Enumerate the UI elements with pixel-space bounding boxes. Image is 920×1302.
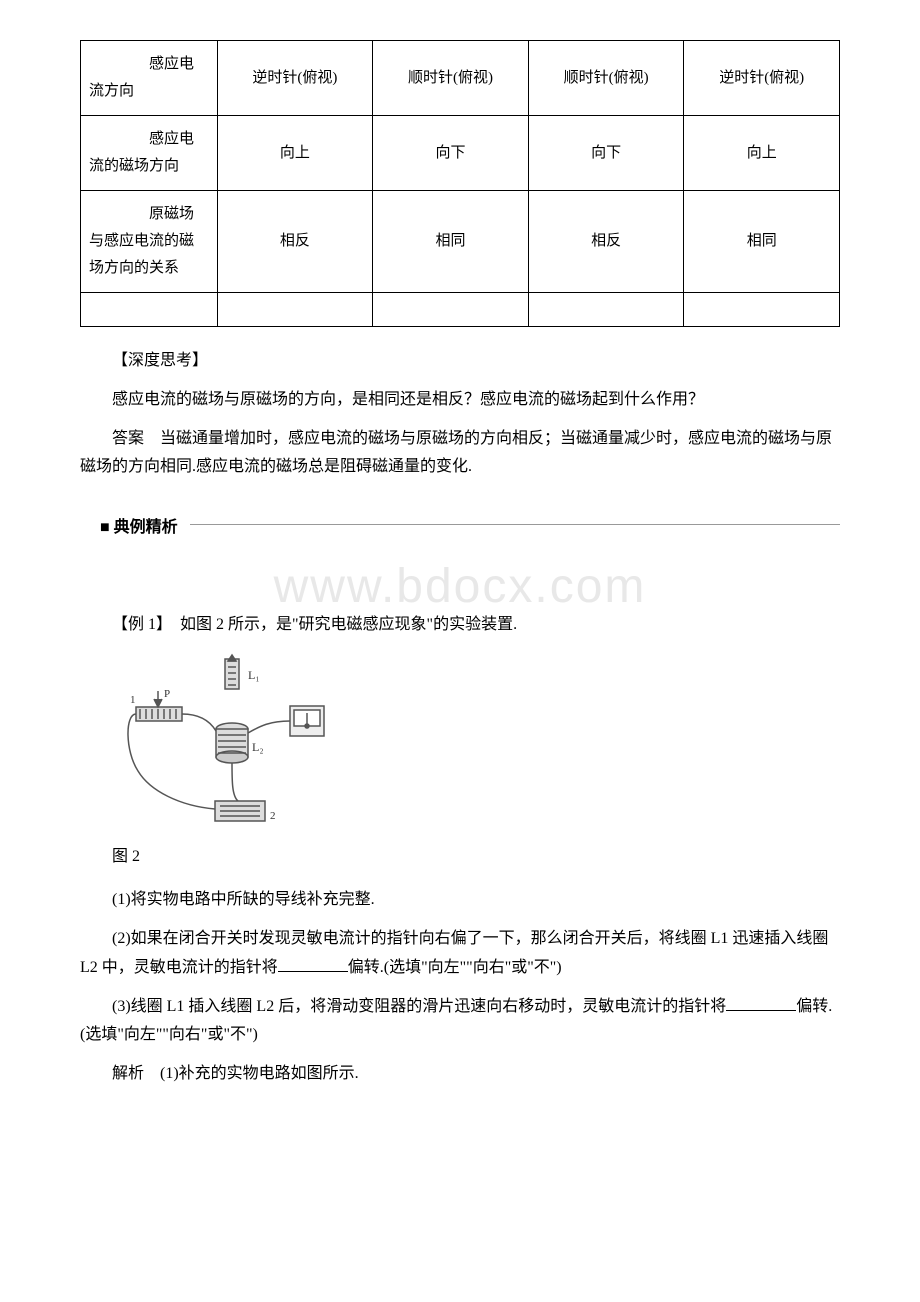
figure-2: L₁ L₂ P 1	[120, 651, 840, 831]
figure-caption: 图 2	[80, 843, 840, 872]
table-row: 感应电流的磁场方向 向上 向下 向下 向上	[81, 116, 840, 191]
solution-text: 解析 (1)补充的实物电路如图所示.	[80, 1060, 840, 1089]
table-cell: 相同	[373, 191, 529, 293]
comparison-table: 感应电流方向 逆时针(俯视) 顺时针(俯视) 顺时针(俯视) 逆时针(俯视) 感…	[80, 40, 840, 327]
table-cell	[528, 293, 684, 327]
table-cell: 向下	[373, 116, 529, 191]
svg-text:P: P	[164, 688, 170, 700]
fill-blank	[278, 956, 348, 972]
table-cell: 顺时针(俯视)	[528, 41, 684, 116]
fill-blank	[726, 995, 796, 1011]
table-cell: 顺时针(俯视)	[373, 41, 529, 116]
row-label: 感应电流的磁场方向	[81, 116, 218, 191]
table-cell: 向下	[528, 116, 684, 191]
deep-think-heading: 【深度思考】	[80, 347, 840, 376]
question-3-text-a: (3)线圈 L1 插入线圈 L2 后，将滑动变阻器的滑片迅速向右移动时，灵敏电流…	[112, 998, 726, 1015]
table-row: 原磁场与感应电流的磁场方向的关系 相反 相同 相反 相同	[81, 191, 840, 293]
table-cell: 相反	[217, 191, 373, 293]
row-label: 感应电流方向	[81, 41, 218, 116]
table-cell: 相反	[528, 191, 684, 293]
example-title: 【例 1】 如图 2 所示，是"研究电磁感应现象"的实验装置.	[80, 611, 840, 640]
table-cell: 向上	[217, 116, 373, 191]
svg-text:L₂: L₂	[252, 740, 264, 754]
deep-think-answer: 答案 当磁通量增加时，感应电流的磁场与原磁场的方向相反；当磁通量减少时，感应电流…	[80, 425, 840, 483]
svg-text:L₁: L₁	[248, 668, 260, 682]
table-row	[81, 293, 840, 327]
table-row: 感应电流方向 逆时针(俯视) 顺时针(俯视) 顺时针(俯视) 逆时针(俯视)	[81, 41, 840, 116]
table-cell: 逆时针(俯视)	[217, 41, 373, 116]
svg-text:1: 1	[130, 694, 136, 706]
table-cell	[373, 293, 529, 327]
circuit-diagram-icon: L₁ L₂ P 1	[120, 651, 350, 831]
square-bullet-icon: ■	[100, 519, 110, 536]
section-bar-line	[190, 524, 840, 525]
section-bar-label: ■ 典例精析	[100, 514, 178, 543]
question-2: (2)如果在闭合开关时发现灵敏电流计的指针向右偏了一下，那么闭合开关后，将线圈 …	[80, 925, 840, 983]
table-cell	[684, 293, 840, 327]
question-2-text-b: 偏转.(选填"向左""向右"或"不")	[348, 959, 562, 976]
deep-think-question: 感应电流的磁场与原磁场的方向，是相同还是相反？感应电流的磁场起到什么作用？	[80, 386, 840, 415]
section-bar: ■ 典例精析	[80, 506, 840, 546]
svg-text:2: 2	[270, 810, 276, 822]
question-3: (3)线圈 L1 插入线圈 L2 后，将滑动变阻器的滑片迅速向右移动时，灵敏电流…	[80, 993, 840, 1051]
row-label	[81, 293, 218, 327]
table-cell	[217, 293, 373, 327]
table-cell: 向上	[684, 116, 840, 191]
row-label: 原磁场与感应电流的磁场方向的关系	[81, 191, 218, 293]
table-cell: 逆时针(俯视)	[684, 41, 840, 116]
table-cell: 相同	[684, 191, 840, 293]
question-1: (1)将实物电路中所缺的导线补充完整.	[80, 886, 840, 915]
section-bar-text: 典例精析	[114, 519, 178, 536]
